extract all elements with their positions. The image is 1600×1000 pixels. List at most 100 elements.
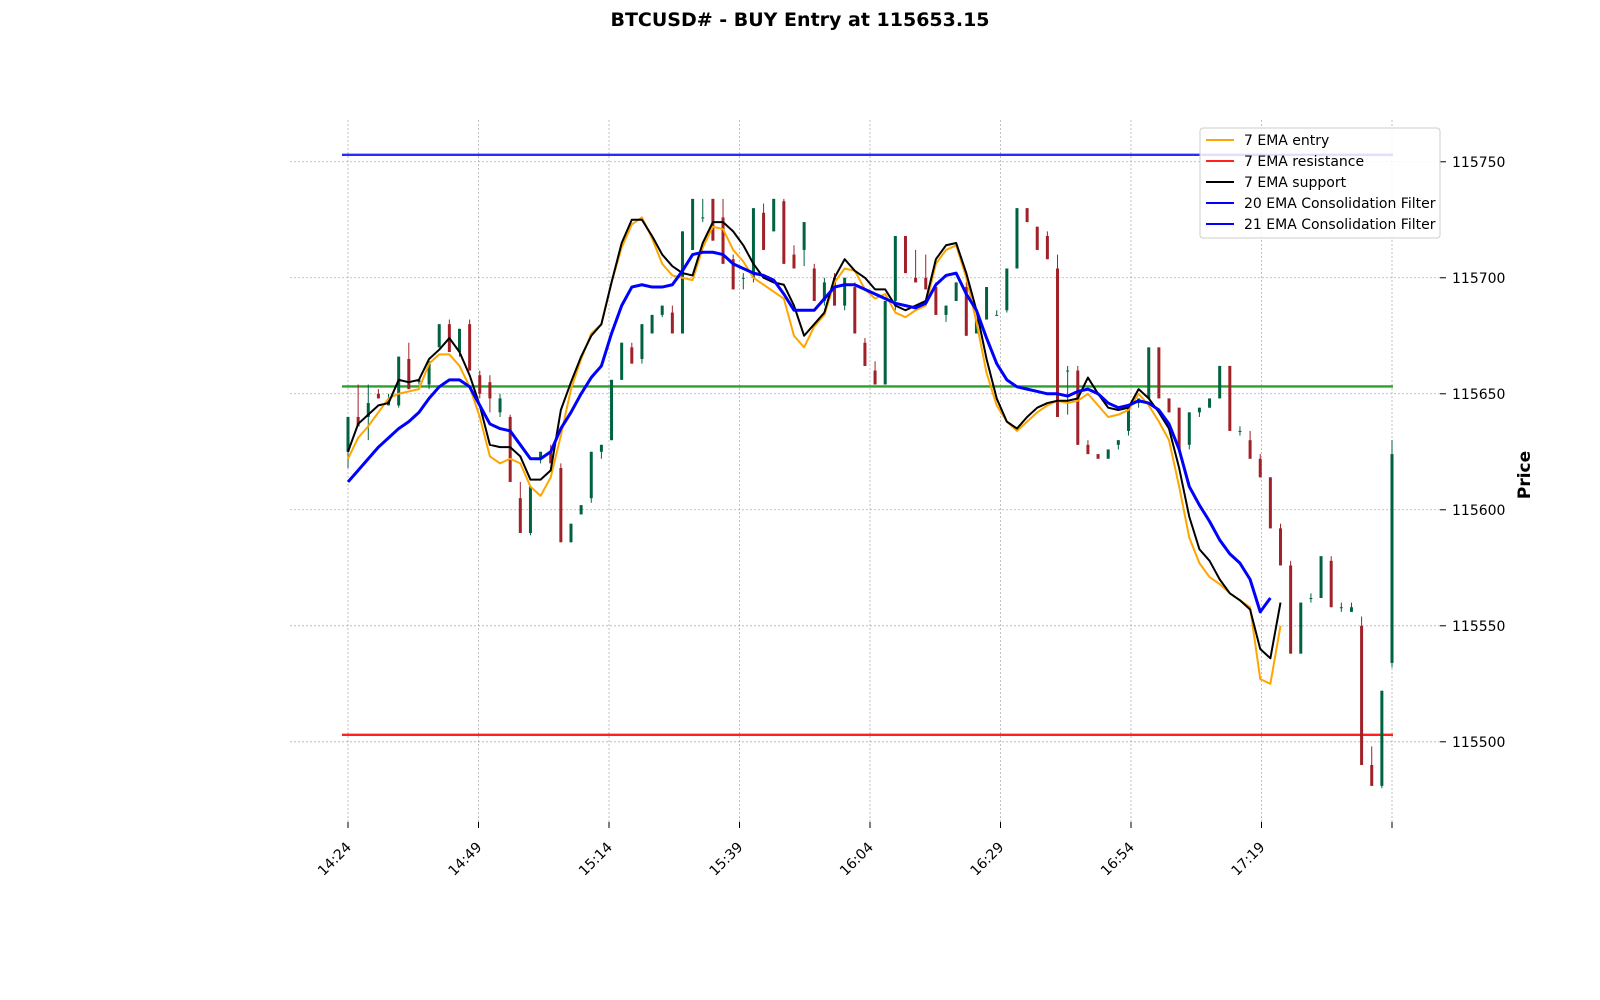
x-tick-label: 15:39 <box>706 840 746 880</box>
candle-body <box>741 277 745 279</box>
candle-body <box>670 312 674 334</box>
candle-body <box>1319 556 1323 598</box>
candle-body <box>843 277 847 306</box>
candle-body <box>1056 268 1060 417</box>
candle-body <box>833 277 837 306</box>
candle-body <box>914 277 918 283</box>
candle-body <box>539 451 543 459</box>
x-tick-label: 15:14 <box>576 839 616 879</box>
candle-body <box>1380 690 1384 786</box>
y-tick-label: 115650 <box>1452 387 1505 403</box>
candle-body <box>599 444 603 452</box>
legend-entry: 7 EMA resistance <box>1244 154 1364 170</box>
candle-body <box>721 217 725 264</box>
candle-body <box>792 254 796 269</box>
candle-body <box>873 370 877 385</box>
legend: 7 EMA entry 7 EMA resistance 7 EMA support… <box>1199 127 1441 239</box>
candle-body <box>1218 365 1222 399</box>
x-axis: 14:24 14:49 15:14 15:39 16:04 16:29 16:54 17:19 <box>315 822 1393 880</box>
candle-body <box>1086 444 1090 455</box>
candle-body <box>366 403 370 417</box>
candle-body <box>528 486 532 533</box>
candle-body <box>1208 398 1212 408</box>
candle-body <box>478 375 482 394</box>
candle-body <box>1390 454 1394 663</box>
candle-body <box>1076 370 1080 445</box>
candle-body <box>630 347 634 364</box>
y-tick-label: 115750 <box>1452 155 1505 171</box>
candle-body <box>812 268 816 301</box>
series-line <box>347 218 1282 660</box>
candle-body <box>1005 268 1009 311</box>
candle-body <box>1339 607 1343 609</box>
legend-entry: 20 EMA Consolidation Filter <box>1244 196 1436 212</box>
candle-body <box>610 379 614 441</box>
candle-body <box>995 314 999 316</box>
candle-body <box>508 416 512 482</box>
candle-body <box>1268 477 1272 529</box>
candle-body <box>1035 226 1039 250</box>
y-axis: 115500 115550 115600 115650 115700 115750 <box>1440 155 1505 751</box>
candle-body <box>934 287 938 315</box>
candle-body <box>417 379 421 383</box>
x-tick-label: 16:04 <box>837 839 877 879</box>
candle-body <box>356 416 360 427</box>
candle-body <box>802 222 806 250</box>
candle-body <box>1045 236 1049 260</box>
candle-body <box>620 342 624 380</box>
candle-body <box>822 282 826 301</box>
candle-body <box>650 314 654 334</box>
legend-entry: 21 EMA Consolidation Filter <box>1244 217 1436 233</box>
x-tick-label: 17:19 <box>1228 840 1268 880</box>
candle-body <box>1025 208 1029 223</box>
candle-body <box>944 305 948 315</box>
chart-title: BTCUSD# - BUY Entry at 115653.15 <box>610 9 989 31</box>
ema-lines <box>346 216 1282 685</box>
candle-body <box>660 305 664 315</box>
candle-body <box>853 287 857 334</box>
candle-body <box>863 342 867 366</box>
candle-body <box>457 328 461 353</box>
candle-body <box>954 282 958 301</box>
candle-body <box>985 287 989 320</box>
candle-body <box>751 208 755 278</box>
candle-body <box>1187 412 1191 445</box>
legend-box <box>1199 127 1441 239</box>
candle-body <box>427 361 431 385</box>
candle-body <box>1299 602 1303 654</box>
candle-body <box>701 217 705 219</box>
candle-body <box>883 300 887 385</box>
candle-body <box>762 212 766 250</box>
candle-body <box>1248 440 1252 459</box>
candle-body <box>549 451 553 464</box>
candle-body <box>731 259 735 290</box>
candle-body <box>1157 347 1161 399</box>
candle-body <box>589 451 593 499</box>
candle-body <box>569 523 573 543</box>
candle-body <box>1309 597 1313 599</box>
candle-body <box>964 287 968 336</box>
candle-body <box>1177 407 1181 450</box>
candle-body <box>1116 440 1120 445</box>
candle-body <box>346 416 350 452</box>
candle-body <box>1228 365 1232 431</box>
candle-body <box>1147 347 1151 399</box>
candle-body <box>1066 370 1070 372</box>
candle-body <box>1360 625 1364 765</box>
candle-body <box>376 393 380 399</box>
y-tick-label: 115600 <box>1452 503 1505 519</box>
candle-body <box>640 324 644 359</box>
candle-body <box>1167 398 1171 413</box>
candles <box>346 198 1394 789</box>
candle-body <box>680 231 684 334</box>
series-line <box>346 250 1272 614</box>
candle-body <box>1329 560 1333 608</box>
candle-body <box>488 382 492 399</box>
candle-body <box>559 468 563 543</box>
y-tick-label: 115550 <box>1452 619 1505 635</box>
candle-body <box>1197 407 1201 413</box>
candle-body <box>1238 430 1242 432</box>
legend-entry: 7 EMA entry <box>1244 133 1329 149</box>
y-tick-label: 115500 <box>1452 735 1505 751</box>
